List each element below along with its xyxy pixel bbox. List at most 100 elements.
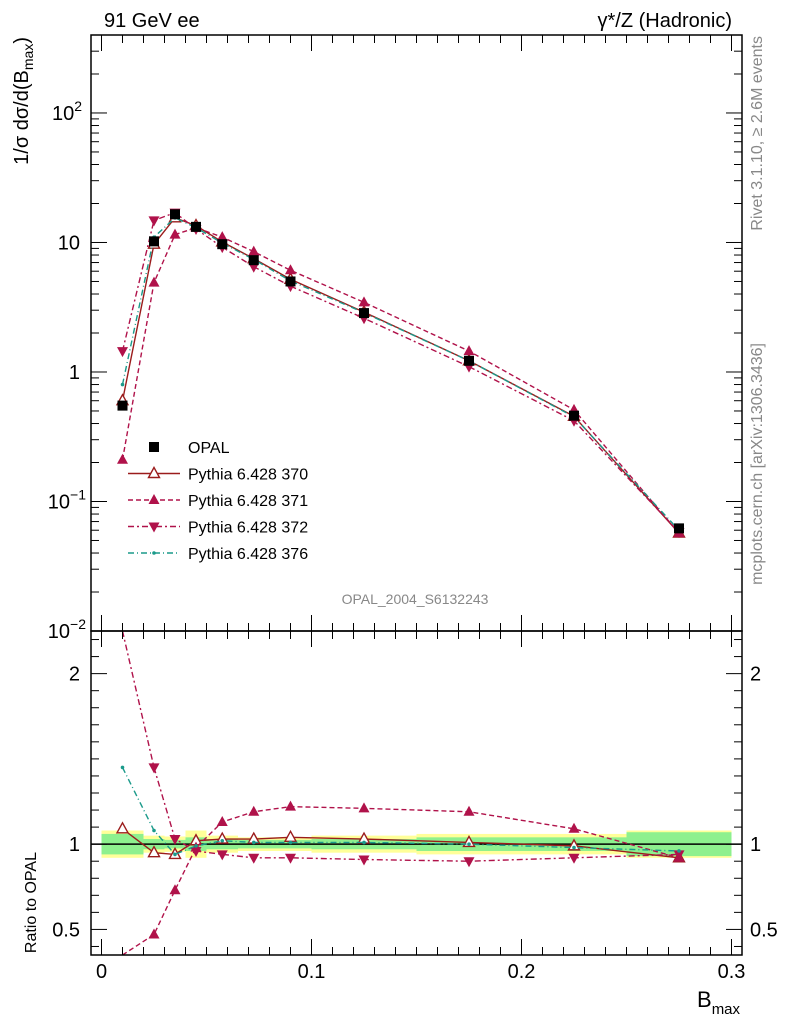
ratio-point-p376-6 [288, 840, 293, 845]
main-y-axis-title: 1/σ dσ/d(Bmax) [11, 37, 36, 165]
ratio-series-p371 [122, 800, 685, 956]
main-ytick-label-4: 10−2 [48, 616, 86, 643]
main-point-p371-1 [148, 276, 160, 287]
ratio-ytick-label-left-2: 0.5 [52, 919, 80, 941]
main-point-opal-2 [170, 209, 180, 220]
main-point-opal-10 [674, 523, 684, 534]
main-point-opal-5 [248, 255, 259, 266]
legend-item-p371: Pythia 6.428 371 [128, 493, 308, 510]
x-tick-label-2: 0.2 [508, 961, 536, 983]
ratio-point-p376-1 [152, 828, 156, 833]
legend-marker-p372 [148, 522, 160, 533]
main-point-p372-1 [148, 216, 160, 227]
ratio-ytick-label-left-1: 1 [69, 834, 80, 856]
main-point-opal-0 [117, 400, 128, 411]
legend-marker-p370 [147, 466, 161, 479]
ratio-axis-ticks: 2 2 1 1 0.5 0.5 0 0.1 0.2 0.3 [52, 631, 778, 983]
analysis-watermark: OPAL_2004_S6132243 [342, 591, 489, 607]
main-point-p376-0 [120, 382, 125, 387]
main-point-opal-4 [217, 239, 228, 250]
legend: OPAL Pythia 6.428 370 Pythia 6.428 371 Pyth… [128, 440, 308, 563]
ratio-ytick-label-right-0: 2 [750, 664, 761, 686]
ratio-point-p376-10 [677, 849, 681, 853]
main-point-p372-5 [248, 262, 260, 273]
legend-marker-p376 [152, 551, 156, 555]
ratio-ytick-label-right-2: 0.5 [750, 919, 778, 941]
main-series-p376 [120, 216, 681, 533]
ratio-point-p371-7 [358, 802, 370, 813]
legend-item-p372: Pythia 6.428 372 [128, 520, 308, 537]
ratio-line-p371 [122, 805, 680, 956]
ratio-ytick-label-left-0: 2 [69, 664, 80, 686]
ratio-point-p372-4 [216, 850, 228, 861]
ratio-point-p371-2 [169, 884, 181, 895]
ratio-point-p372-5 [248, 853, 260, 864]
ratio-point-p372-7 [358, 855, 370, 866]
legend-label-p376: Pythia 6.428 376 [188, 546, 308, 563]
ratio-point-p372-3 [190, 846, 202, 857]
ratio-point-p372-1 [148, 763, 160, 774]
legend-label-p370: Pythia 6.428 370 [188, 467, 308, 484]
main-series-p370 [115, 210, 686, 538]
ratio-point-p371-8 [463, 805, 475, 816]
legend-marker-opal [149, 442, 159, 452]
main-series-p371 [117, 221, 685, 538]
ratio-point-p371-9 [568, 822, 580, 833]
x-tick-label-0: 0 [96, 961, 107, 983]
ratio-series-p372 [121, 630, 685, 868]
legend-item-opal: OPAL [149, 440, 230, 457]
ratio-point-p371-5 [248, 805, 260, 816]
ratio-point-p376-3 [194, 844, 198, 848]
main-frame [90, 34, 743, 632]
main-point-p371-2 [169, 228, 181, 239]
legend-item-p376: Pythia 6.428 376 [128, 546, 308, 563]
main-point-p371-5 [248, 245, 260, 256]
main-ytick-label-0: 102 [52, 98, 82, 125]
x-tick-label-1: 0.1 [298, 961, 326, 983]
legend-label-opal: OPAL [188, 440, 230, 457]
main-ytick-label-2: 1 [69, 362, 80, 384]
main-point-opal-7 [359, 308, 369, 319]
ratio-point-p371-6 [285, 800, 296, 811]
main-point-opal-1 [149, 236, 159, 247]
ratio-series-layer [115, 630, 686, 956]
main-point-p371-6 [285, 264, 296, 275]
main-point-opal-3 [191, 221, 201, 232]
main-series-opal [117, 209, 684, 534]
main-series-p372 [117, 208, 685, 539]
ratio-point-p371-1 [148, 928, 160, 939]
main-axis-ticks: 102 10 1 10−1 10−2 [48, 34, 742, 643]
legend-label-p372: Pythia 6.428 372 [188, 520, 308, 537]
ratio-point-p372-6 [285, 853, 296, 864]
header-right-label: γ*/Z (Hadronic) [598, 10, 732, 32]
ratio-frame [90, 630, 743, 956]
ratio-point-p376-4 [220, 838, 225, 843]
main-point-opal-6 [285, 276, 296, 287]
ratio-point-p376-2 [173, 852, 177, 857]
ratio-point-p370-1 [147, 845, 161, 858]
ratio-point-p372-8 [463, 857, 475, 868]
ratio-point-p376-5 [251, 840, 256, 845]
mcplots-reference-label: mcplots.cern.ch [arXiv:1306.3436] [749, 343, 766, 585]
main-point-p371-7 [358, 296, 370, 307]
main-series-layer [115, 208, 686, 539]
main-line-p376 [121, 216, 680, 531]
main-point-p371-8 [463, 345, 475, 356]
ratio-point-p370-9 [567, 838, 581, 851]
main-point-opal-8 [464, 355, 474, 366]
legend-marker-p371 [148, 494, 160, 504]
ratio-ytick-label-right-1: 1 [750, 834, 761, 856]
legend-label-p371: Pythia 6.428 371 [188, 493, 308, 510]
main-line-p372 [121, 211, 680, 533]
ratio-point-p376-0 [120, 765, 125, 770]
rivet-version-label: Rivet 3.1.10, ≥ 2.6M events [749, 36, 766, 231]
ratio-point-p376-9 [572, 845, 576, 850]
main-ytick-label-1: 10 [58, 232, 80, 254]
main-point-opal-9 [569, 410, 579, 421]
main-ytick-label-3: 10−1 [48, 486, 86, 513]
main-point-p371-0 [117, 453, 128, 464]
main-line-p371 [121, 226, 680, 534]
x-tick-label-3: 0.3 [718, 961, 746, 983]
main-point-p371-4 [216, 231, 228, 242]
